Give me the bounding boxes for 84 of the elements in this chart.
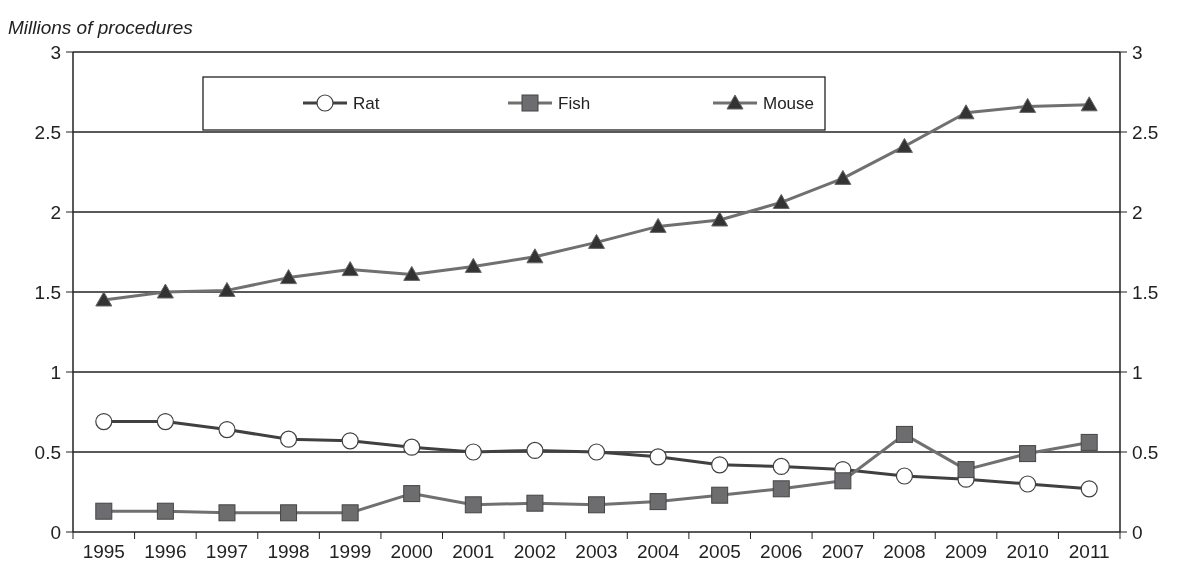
- point: [95, 291, 113, 307]
- x-tick-label: 2007: [821, 541, 864, 562]
- point: [588, 233, 605, 249]
- point: [218, 504, 236, 522]
- point: [772, 480, 790, 498]
- point: [588, 496, 605, 514]
- legend-label: Rat: [353, 93, 380, 113]
- point: [1019, 475, 1037, 493]
- y-tick-label: 2.5: [34, 121, 61, 143]
- point: [587, 443, 606, 461]
- y2-tick-label: 0: [1132, 521, 1143, 543]
- x-tick-label: 1998: [267, 541, 310, 562]
- x-tick-label: 2010: [1006, 541, 1049, 562]
- x-tick-label: 2005: [698, 541, 741, 562]
- point: [526, 441, 544, 459]
- point: [957, 461, 975, 479]
- point: [403, 265, 421, 281]
- point: [403, 438, 421, 456]
- x-tick-label: 2009: [944, 541, 988, 562]
- x-tick-label: 2011: [1068, 541, 1110, 562]
- legend-label: Fish: [558, 93, 591, 113]
- y-axis-title: Millions of procedures: [8, 17, 194, 38]
- point: [1080, 96, 1098, 112]
- x-tick-label: 2000: [390, 541, 433, 562]
- point: [834, 472, 852, 490]
- point: [649, 493, 667, 511]
- x-tick-label: 2001: [452, 541, 495, 562]
- point: [1019, 445, 1037, 463]
- y-tick-label: 1.5: [34, 281, 61, 303]
- point: [341, 261, 359, 277]
- point: [464, 496, 482, 514]
- point: [279, 430, 298, 448]
- y-tick-label: 0.5: [34, 441, 61, 463]
- y-tick-label: 1: [50, 361, 61, 383]
- point: [772, 457, 790, 475]
- point: [649, 217, 667, 233]
- point: [895, 137, 913, 153]
- point: [464, 257, 482, 273]
- y2-tick-label: 1.5: [1132, 281, 1159, 303]
- point: [341, 432, 359, 450]
- x-tick-label: 1995: [82, 541, 125, 562]
- x-tick-label: 2006: [760, 541, 803, 562]
- point: [464, 443, 482, 461]
- x-tick-label: 1997: [205, 541, 249, 562]
- point: [156, 283, 174, 299]
- y-tick-label: 2: [50, 201, 61, 223]
- x-tick-label: 2004: [636, 541, 680, 562]
- point: [218, 281, 236, 297]
- point: [711, 456, 729, 474]
- point: [526, 248, 544, 264]
- y2-tick-label: 3: [1132, 41, 1143, 63]
- y2-tick-label: 2: [1132, 201, 1143, 223]
- point: [1080, 433, 1098, 451]
- point: [772, 193, 790, 209]
- y2-tick-label: 1: [1132, 361, 1143, 383]
- point: [895, 425, 913, 443]
- point: [403, 485, 421, 503]
- point: [711, 211, 729, 227]
- point: [649, 448, 667, 466]
- point: [834, 169, 852, 185]
- y2-tick-label: 2.5: [1132, 121, 1159, 143]
- point: [280, 504, 298, 522]
- point: [341, 504, 359, 522]
- point: [156, 502, 174, 520]
- legend-label: Mouse: [763, 93, 815, 113]
- x-tick-label: 2002: [513, 541, 557, 562]
- y-tick-label: 3: [50, 41, 61, 63]
- x-tick-label: 2003: [575, 541, 618, 562]
- x-tick-label: 1999: [329, 541, 372, 562]
- point: [156, 413, 174, 431]
- x-tick-label: 2008: [883, 541, 926, 562]
- point: [218, 421, 236, 439]
- point: [895, 467, 914, 485]
- point: [95, 413, 113, 431]
- point: [1019, 97, 1037, 113]
- point: [1080, 480, 1098, 498]
- y-tick-label: 0: [50, 521, 61, 543]
- y2-tick-label: 0.5: [1132, 441, 1159, 463]
- point: [280, 269, 298, 285]
- point: [711, 486, 729, 504]
- point: [957, 104, 975, 120]
- x-tick-label: 1996: [144, 541, 187, 562]
- point: [526, 494, 544, 512]
- point: [95, 502, 113, 520]
